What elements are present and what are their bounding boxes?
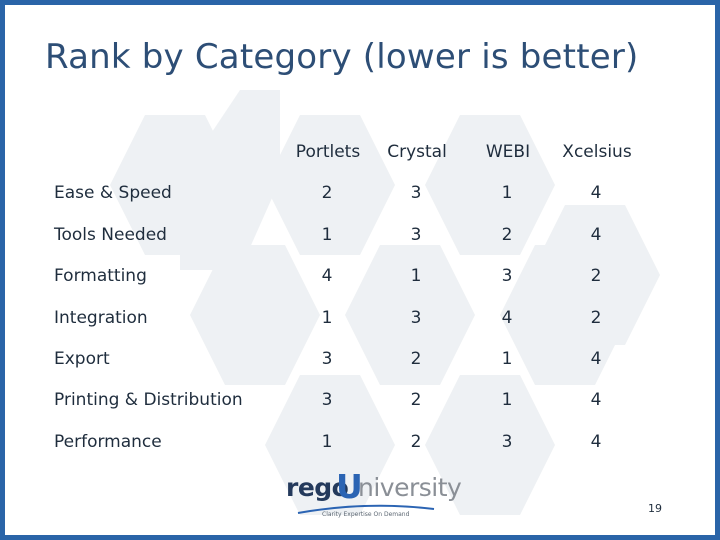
table-cell: 1 <box>321 225 333 245</box>
table-cell: 4 <box>590 183 602 203</box>
column-header-crystal: Crystal <box>387 142 447 162</box>
page-number: 19 <box>648 502 662 515</box>
table-cell: 1 <box>501 349 513 369</box>
table-cell: 2 <box>410 349 422 369</box>
table-cell: 1 <box>501 183 513 203</box>
page-title: Rank by Category (lower is better) <box>45 37 639 77</box>
table-cell: 4 <box>590 225 602 245</box>
table-cell: 1 <box>321 432 333 452</box>
row-label: Ease & Speed <box>54 183 172 203</box>
table-cell: 4 <box>321 266 333 286</box>
row-label: Tools Needed <box>54 225 167 245</box>
row-label: Performance <box>54 432 162 452</box>
table-cell: 4 <box>590 432 602 452</box>
table-cell: 3 <box>321 349 333 369</box>
table-cell: 2 <box>321 183 333 203</box>
table-cell: 2 <box>590 308 602 328</box>
table-cell: 3 <box>410 308 422 328</box>
logo-swoosh-icon <box>297 504 435 514</box>
table-cell: 2 <box>501 225 513 245</box>
rego-university-logo: rego U niversity Clarity Expertise On De… <box>286 467 462 523</box>
row-label: Printing & Distribution <box>54 390 243 410</box>
row-label: Formatting <box>54 266 147 286</box>
table-cell: 4 <box>501 308 513 328</box>
logo-niversity-text: niversity <box>358 473 462 502</box>
table-cell: 1 <box>321 308 333 328</box>
logo-tagline: Clarity Expertise On Demand <box>322 511 410 518</box>
row-label: Integration <box>54 308 148 328</box>
table-cell: 3 <box>501 432 513 452</box>
row-label: Export <box>54 349 110 369</box>
table-cell: 3 <box>410 225 422 245</box>
table-cell: 4 <box>590 349 602 369</box>
table-cell: 3 <box>321 390 333 410</box>
slide: Rank by Category (lower is better) Portl… <box>5 5 715 535</box>
table-cell: 4 <box>590 390 602 410</box>
table-cell: 3 <box>501 266 513 286</box>
column-header-webi: WEBI <box>485 142 531 162</box>
table-cell: 3 <box>410 183 422 203</box>
background-hexagon-pattern <box>110 90 660 515</box>
table-cell: 2 <box>410 390 422 410</box>
table-cell: 2 <box>410 432 422 452</box>
table-cell: 2 <box>590 266 602 286</box>
logo-rego-text: rego <box>286 473 349 502</box>
column-header-xcelsius: Xcelsius <box>562 142 632 162</box>
table-cell: 1 <box>410 266 422 286</box>
table-cell: 1 <box>501 390 513 410</box>
logo-u-mark: U <box>336 467 363 506</box>
column-header-portlets: Portlets <box>295 142 361 162</box>
